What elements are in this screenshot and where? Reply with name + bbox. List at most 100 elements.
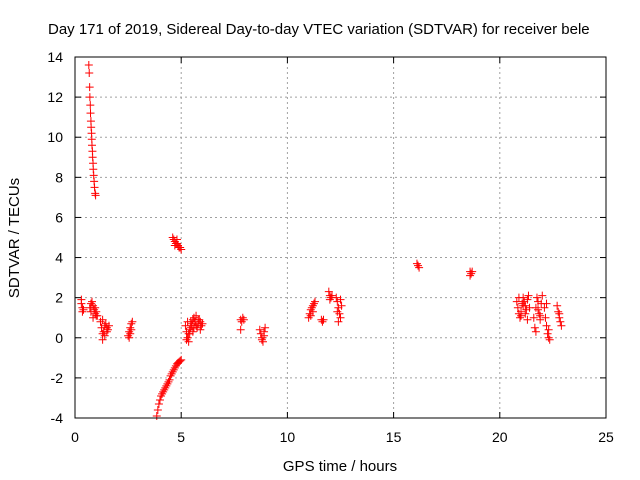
data-point (170, 363, 179, 372)
data-point (177, 245, 186, 254)
series-hour-21 (512, 291, 534, 324)
data-point (79, 305, 88, 314)
axis-ticks (74, 56, 607, 419)
data-point (77, 299, 86, 308)
data-point (334, 303, 343, 312)
data-point (541, 313, 550, 322)
data-point (521, 309, 530, 318)
series-hour-22-3 (540, 299, 554, 344)
data-point (545, 335, 554, 344)
series-hour-12-5 (332, 293, 346, 326)
data-point (194, 315, 203, 324)
data-point (189, 313, 198, 322)
data-point (308, 307, 317, 316)
data-point (192, 311, 201, 320)
data-point (332, 293, 341, 302)
data-point (512, 297, 521, 306)
data-point (542, 299, 551, 308)
data-point (412, 259, 421, 268)
data-point (86, 299, 95, 308)
data-point (261, 323, 270, 332)
data-point (515, 313, 524, 322)
data-point (154, 399, 163, 408)
data-point (176, 243, 185, 252)
data-point (103, 325, 112, 334)
data-point (538, 291, 547, 300)
data-point (534, 297, 543, 306)
data-point (164, 377, 173, 386)
y-axis-title: SDTVAR / TECUs (6, 178, 23, 298)
y-tick-label: -4 (51, 410, 64, 426)
data-points (77, 61, 566, 420)
data-point (168, 367, 177, 376)
data-point (158, 389, 167, 398)
data-point (186, 317, 195, 326)
series-hour-9 (255, 323, 270, 346)
data-point (176, 356, 185, 365)
data-point (100, 331, 109, 340)
data-point (166, 371, 175, 380)
data-point (333, 297, 342, 306)
data-point (90, 183, 99, 192)
data-point (514, 293, 523, 302)
data-point (535, 309, 544, 318)
data-point (98, 335, 107, 344)
data-point (184, 337, 193, 346)
y-tick-label: 0 (55, 330, 63, 346)
data-point (531, 327, 540, 336)
series-rising-arc (152, 355, 186, 420)
data-point (517, 311, 526, 320)
data-point (256, 329, 265, 338)
data-point (319, 315, 328, 324)
data-point (237, 317, 246, 326)
data-point (523, 295, 532, 304)
y-tick-label: 6 (55, 209, 63, 225)
y-tick-label: -2 (51, 370, 64, 386)
data-point (89, 301, 98, 310)
y-tick-label: 10 (47, 129, 63, 145)
series-early-low (85, 297, 102, 322)
data-point (468, 267, 477, 276)
data-point (236, 325, 245, 334)
data-point (169, 365, 178, 374)
data-point (531, 303, 540, 312)
data-point (522, 305, 531, 314)
series-peak-5h (168, 233, 186, 254)
data-point (85, 69, 94, 78)
data-point (89, 313, 98, 322)
data-point (260, 327, 269, 336)
series-early-start (77, 295, 88, 316)
data-point (86, 109, 95, 118)
data-point (306, 311, 315, 320)
data-point (544, 333, 553, 342)
data-point (92, 307, 101, 316)
data-point (182, 335, 191, 344)
data-point (90, 305, 99, 314)
series-hour-1 (96, 315, 113, 344)
y-tick-label: 8 (55, 169, 63, 185)
data-point (532, 293, 541, 302)
data-point (196, 317, 205, 326)
data-point (335, 309, 344, 318)
data-point (333, 307, 342, 316)
data-point (168, 233, 177, 242)
data-point (157, 391, 166, 400)
data-point (328, 291, 337, 300)
series-high-decay (84, 61, 100, 200)
x-tick-label: 25 (598, 429, 614, 445)
data-point (534, 305, 543, 314)
x-axis-title: GPS time / hours (283, 458, 397, 475)
data-point (91, 191, 100, 200)
data-point (543, 329, 552, 338)
data-point (86, 101, 95, 110)
series-cluster-5h (181, 311, 207, 346)
data-point (159, 387, 168, 396)
data-point (172, 235, 181, 244)
x-tick-label: 5 (177, 429, 185, 445)
data-point (555, 309, 564, 318)
data-point (466, 271, 475, 280)
series-hour-18-6 (466, 267, 477, 280)
data-point (102, 327, 111, 336)
data-point (161, 383, 170, 392)
data-point (125, 333, 134, 342)
